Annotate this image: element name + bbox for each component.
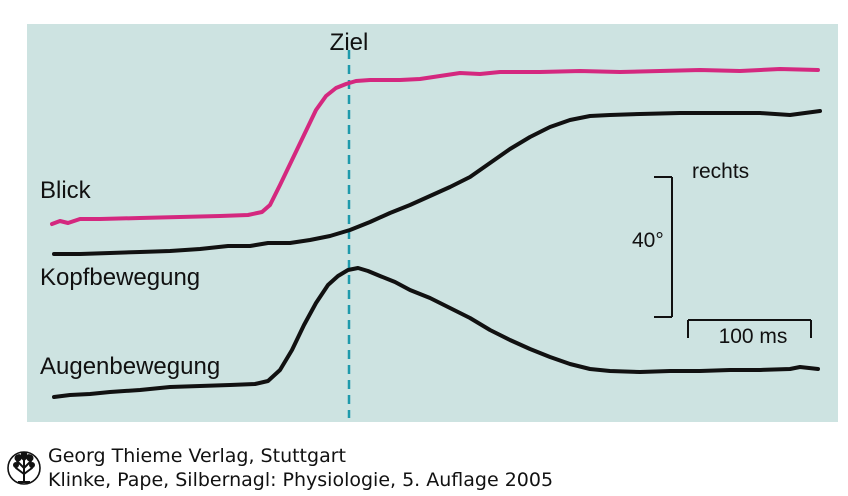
eye-trace-label: Augenbewegung xyxy=(40,353,220,380)
diagram-background xyxy=(27,24,838,422)
gaze-trace xyxy=(50,67,820,226)
vertical-scale-bar xyxy=(654,176,673,318)
head-trace-label: Kopfbewegung xyxy=(40,264,200,291)
publisher-credit: Georg Thieme Verlag, Stuttgart Klinke, P… xyxy=(4,442,844,494)
scale-direction-label: rechts xyxy=(692,160,749,183)
gaze-trace-label: Blick xyxy=(40,177,92,204)
time-scale-bar xyxy=(687,319,812,338)
head-trace xyxy=(52,109,822,256)
publisher-name: Georg Thieme Verlag, Stuttgart xyxy=(48,445,346,467)
thieme-tree-logo-icon xyxy=(7,451,41,485)
eye-trace xyxy=(52,266,820,399)
scale-angle-label: 40° xyxy=(632,229,664,252)
gaze-head-eye-diagram: Ziel Blick Kopfbewegung Augenbewegung 40… xyxy=(27,24,838,422)
citation: Klinke, Pape, Silbernagl: Physiologie, 5… xyxy=(48,469,554,491)
target-label: Ziel xyxy=(330,29,369,56)
time-scale-label: 100 ms xyxy=(719,325,788,348)
